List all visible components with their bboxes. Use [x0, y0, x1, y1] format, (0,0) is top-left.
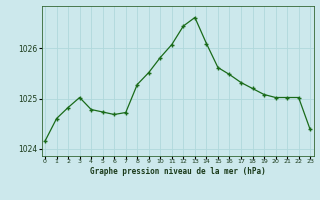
X-axis label: Graphe pression niveau de la mer (hPa): Graphe pression niveau de la mer (hPa) — [90, 167, 266, 176]
